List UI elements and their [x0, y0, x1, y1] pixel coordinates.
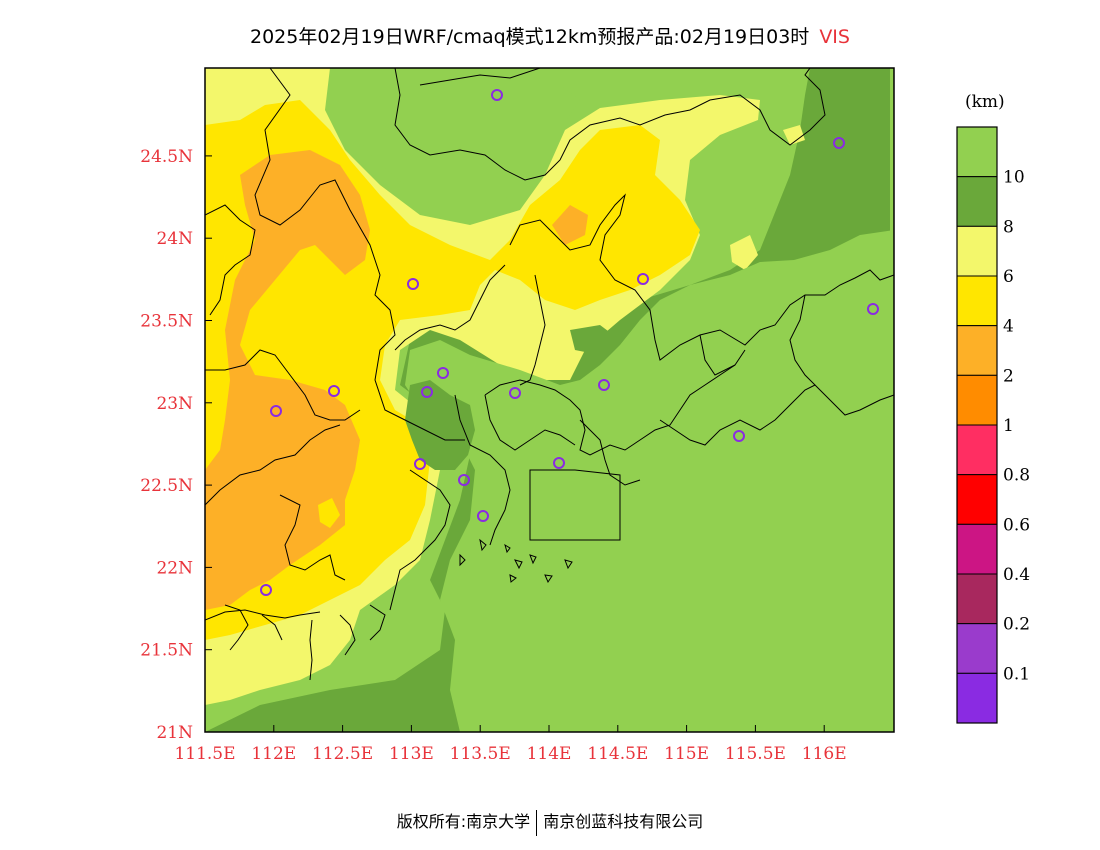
station-marker	[421, 386, 433, 398]
coastal-islands	[459, 538, 573, 584]
station-marker	[414, 458, 426, 470]
lon-tick-label: 115E	[664, 744, 709, 764]
admin-boundaries	[205, 68, 894, 681]
colorbar-label: 6	[1003, 267, 1014, 287]
lat-tick-label: 22N	[156, 558, 193, 578]
lon-tick-label: 112E	[251, 744, 296, 764]
zone-6-8-km-pocket-2	[783, 125, 805, 145]
lon-tick-label: 113.5E	[450, 744, 511, 764]
colorbar-frame	[956, 126, 998, 724]
colorbar-label: 2	[1003, 366, 1014, 386]
colorbar-swatch	[956, 374, 998, 426]
station-marker	[553, 457, 565, 469]
colorbar-swatch	[956, 176, 998, 227]
lat-tick-label: 24N	[156, 229, 193, 249]
latitude-axis: 21N 21.5N 22N 22.5N 23N 23.5N 24N 24.5N	[140, 147, 212, 743]
zone-4-6-km-pocket-2	[318, 498, 340, 528]
lon-tick-label: 114.5E	[587, 744, 648, 764]
colorbar-label: 0.8	[1003, 466, 1030, 486]
station-marker	[270, 405, 282, 417]
zone-10-plus-km-island-3	[405, 230, 894, 732]
colorbar-swatch	[956, 474, 998, 525]
zone-6-8-km-pocket	[730, 235, 758, 270]
station-marker	[260, 584, 272, 596]
lon-tick-label: 115.5E	[725, 744, 786, 764]
colorbar-swatch	[956, 424, 998, 476]
station-marker	[598, 379, 610, 391]
lat-tick-label: 22.5N	[140, 476, 193, 496]
station-marker	[637, 273, 649, 285]
lat-tick-label: 21.5N	[140, 641, 193, 661]
station-marker	[407, 278, 419, 290]
zone-4-6-km-pocket	[275, 320, 330, 370]
copyright-footer: 版权所有:南京大学 南京创蓝科技有限公司	[0, 808, 1100, 836]
lon-tick-label: 112.5E	[312, 744, 373, 764]
zone-2-4-km-east	[552, 205, 588, 245]
lat-tick-label: 24.5N	[140, 147, 193, 167]
zone-10-plus-km-island	[350, 80, 580, 205]
lon-tick-label: 113E	[389, 744, 434, 764]
colorbar-label: 10	[1003, 168, 1025, 188]
station-marker	[458, 474, 470, 486]
zone-8-10-km-band-center-2	[570, 325, 620, 355]
colorbar-swatch	[956, 623, 998, 674]
colorbar-swatch	[956, 523, 998, 575]
longitude-axis: 111.5E 112E 112.5E 113E 113.5E 114E 114.5E 115E…	[174, 725, 847, 764]
station-marker	[509, 387, 521, 399]
title-text: 2025年02月19日WRF/cmaq模式12km预报产品:02月19日03时	[250, 26, 810, 48]
footer-left: 版权所有:南京大学	[396, 812, 531, 831]
colorbar-label: 0.2	[1003, 615, 1030, 635]
colorbar-label: 0.4	[1003, 565, 1030, 585]
colorbar-label: 0.6	[1003, 515, 1030, 535]
colorbar-swatch	[956, 275, 998, 327]
lon-tick-label: 116E	[802, 744, 847, 764]
lat-tick-label: 23N	[156, 394, 193, 414]
station-marker	[867, 303, 879, 315]
station-marker	[477, 510, 489, 522]
colorbar-swatch	[956, 126, 998, 178]
colorbar: 10 8 6 4 2 1 0.8 0.6 0.4 0.2 0.1	[956, 126, 1030, 724]
lat-tick-label: 23.5N	[140, 312, 193, 332]
zone-2-4-km	[205, 150, 370, 610]
colorbar-unit: (km)	[965, 92, 1005, 112]
station-markers	[260, 89, 879, 596]
title-variable: VIS	[819, 26, 850, 48]
colorbar-swatch	[956, 672, 998, 724]
colorbar-swatch	[956, 573, 998, 625]
colorbar-swatch	[956, 225, 998, 277]
station-marker	[733, 430, 745, 442]
visibility-field	[205, 68, 894, 732]
lon-tick-label: 111.5E	[174, 744, 235, 764]
station-marker	[833, 137, 845, 149]
chart-title: 2025年02月19日WRF/cmaq模式12km预报产品:02月19日03时 V…	[0, 22, 1100, 49]
colorbar-swatch	[956, 325, 998, 376]
colorbar-label: 4	[1003, 317, 1014, 337]
station-marker	[328, 385, 340, 397]
lat-tick-label: 21N	[156, 723, 193, 743]
footer-right: 南京创蓝科技有限公司	[543, 812, 704, 831]
station-marker	[437, 367, 449, 379]
lon-tick-label: 114E	[527, 744, 572, 764]
colorbar-label: 1	[1003, 416, 1014, 436]
colorbar-label: 8	[1003, 217, 1014, 237]
zone-10-plus-km-island-2	[700, 140, 765, 245]
station-marker	[491, 89, 503, 101]
zone-8-10-km-band-center	[405, 380, 475, 470]
footer-separator	[536, 809, 538, 836]
colorbar-label: 0.1	[1003, 664, 1030, 684]
